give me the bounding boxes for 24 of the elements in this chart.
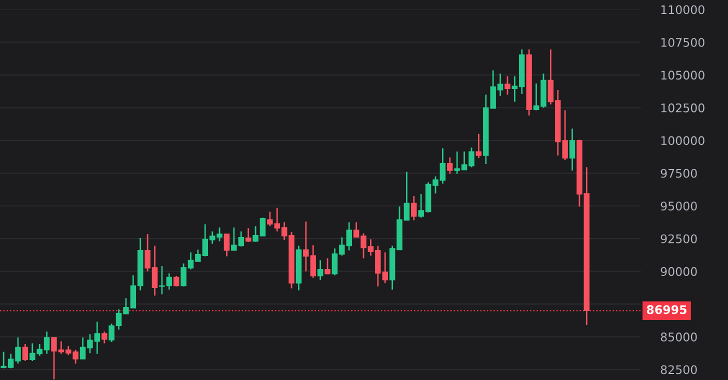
ref-line-label: 86995 <box>646 305 686 314</box>
y-tick-label: 97500 <box>660 168 697 178</box>
y-tick-label: 110000 <box>661 5 704 14</box>
y-tick-label: 82500 <box>660 365 697 374</box>
candlestick <box>324 258 330 275</box>
y-tick-label: 95000 <box>660 202 697 211</box>
candlestick <box>102 330 108 344</box>
y-tick-label: 102500 <box>661 103 704 112</box>
candlestick <box>22 343 28 362</box>
candlestick <box>447 156 453 174</box>
candlestick <box>245 227 252 243</box>
y-tick-label: 85000 <box>660 332 697 342</box>
candlestick <box>411 195 417 221</box>
candlestick <box>317 260 324 281</box>
candlestick <box>224 233 230 257</box>
candlestick <box>476 133 482 159</box>
y-tick-label: 100000 <box>661 136 704 146</box>
y-tick-label: 90000 <box>660 267 697 276</box>
candlestick <box>504 76 510 96</box>
y-tick-label: 92500 <box>660 234 697 244</box>
candlestick <box>569 128 576 172</box>
y-tick-label: 107500 <box>661 38 704 47</box>
y-tick-label: 105000 <box>661 70 704 80</box>
candlestick <box>173 275 180 288</box>
